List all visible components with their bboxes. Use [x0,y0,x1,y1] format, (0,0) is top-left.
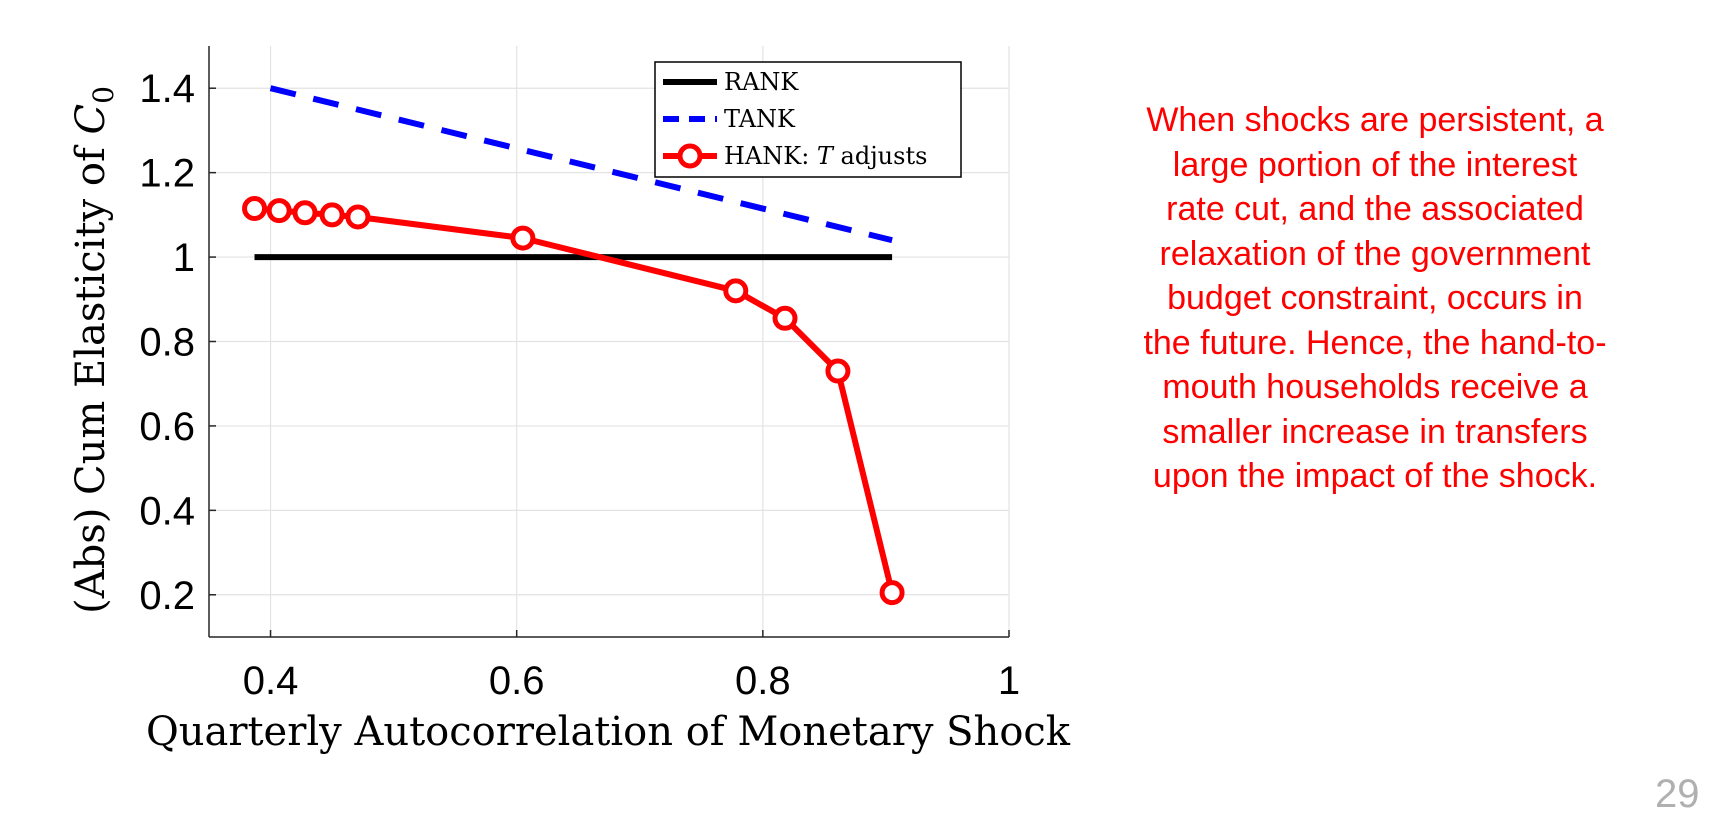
tick-labels: 0.4 0.6 0.8 1 0.2 0.4 0.6 0.8 1 1.2 1.4 [139,67,1020,703]
hank-t-adjusts-point [825,358,851,384]
y-tick-label: 0.6 [139,405,195,449]
y-tick-label: 1.2 [139,152,195,196]
data-series [242,85,905,606]
x-tick-label: 0.6 [489,659,545,703]
annotation-line: large portion of the interest [1172,145,1578,184]
annotation-line: budget constraint, occurs in [1167,279,1583,317]
y-axis-title-subscript: 0 [87,86,120,104]
annotation-line: the future. Hence, the hand-to- [1143,323,1607,362]
legend-label-hank-t-adjusts: HANK: T adjusts [724,142,927,170]
hank-t-adjusts-point [266,198,292,224]
x-tick-label: 0.8 [735,659,791,703]
annotation-line: upon the impact of the shock. [1152,457,1598,495]
y-tick-label: 0.4 [139,489,195,533]
x-tick-label: 1 [998,659,1020,703]
x-axis-title: Quarterly Autocorrelation of Monetary Sh… [146,709,1071,755]
tank-line [269,85,893,244]
hank-t-adjusts-point [345,204,371,230]
annotation-line: When shocks are persistent, a [1146,101,1604,139]
x-tick-label: 0.4 [243,659,299,703]
annotation-line: mouth households receive a [1162,368,1588,406]
y-axis-title: (Abs) Cum Elasticity of C0 [68,86,120,614]
annotation-line: relaxation of the government [1159,234,1591,273]
hank-t-adjusts-point [510,225,536,251]
hank-t-adjusts-point [319,202,345,228]
hank-t-adjusts-point [723,278,749,304]
legend-marker-hank-t-adjusts [677,143,703,169]
y-tick-label: 1.4 [139,67,195,111]
hank-t-adjusts-point [292,200,318,226]
legend-items: RANK TANK HANK: T adjusts [663,68,927,170]
page-number: 29 [1655,772,1700,816]
y-axis-title-prefix: (Abs) Cum Elasticity of [68,135,114,614]
legend: RANK TANK HANK: T adjusts [654,61,962,178]
hank-t-adjusts-point [242,196,268,222]
axes [208,46,1010,638]
annotation-text: When shocks are persistent, a large porti… [1085,98,1665,499]
y-tick-label: 1 [173,236,195,280]
y-axis-title-variable: C [68,104,114,135]
legend-label-tank: TANK [724,105,796,133]
legend-label-rank: RANK [724,68,799,96]
y-tick-label: 0.2 [139,574,195,618]
hank-t-adjusts-point [772,305,798,331]
annotation-line: rate cut, and the associated [1166,190,1584,228]
hank-t-adjusts-line [254,205,896,594]
y-tick-label: 0.8 [139,321,195,365]
hank-t-adjusts-point [879,580,905,606]
annotation-line: smaller increase in transfers [1162,412,1588,451]
